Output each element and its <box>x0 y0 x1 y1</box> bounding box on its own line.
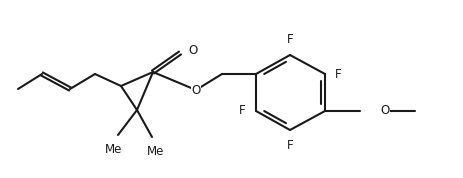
Text: Me: Me <box>105 143 122 156</box>
Text: Me: Me <box>147 145 164 158</box>
Text: O: O <box>191 83 200 96</box>
Text: O: O <box>380 104 389 117</box>
Text: O: O <box>188 44 197 57</box>
Text: F: F <box>286 33 293 46</box>
Text: F: F <box>334 67 341 80</box>
Text: F: F <box>286 139 293 152</box>
Text: F: F <box>239 104 245 117</box>
